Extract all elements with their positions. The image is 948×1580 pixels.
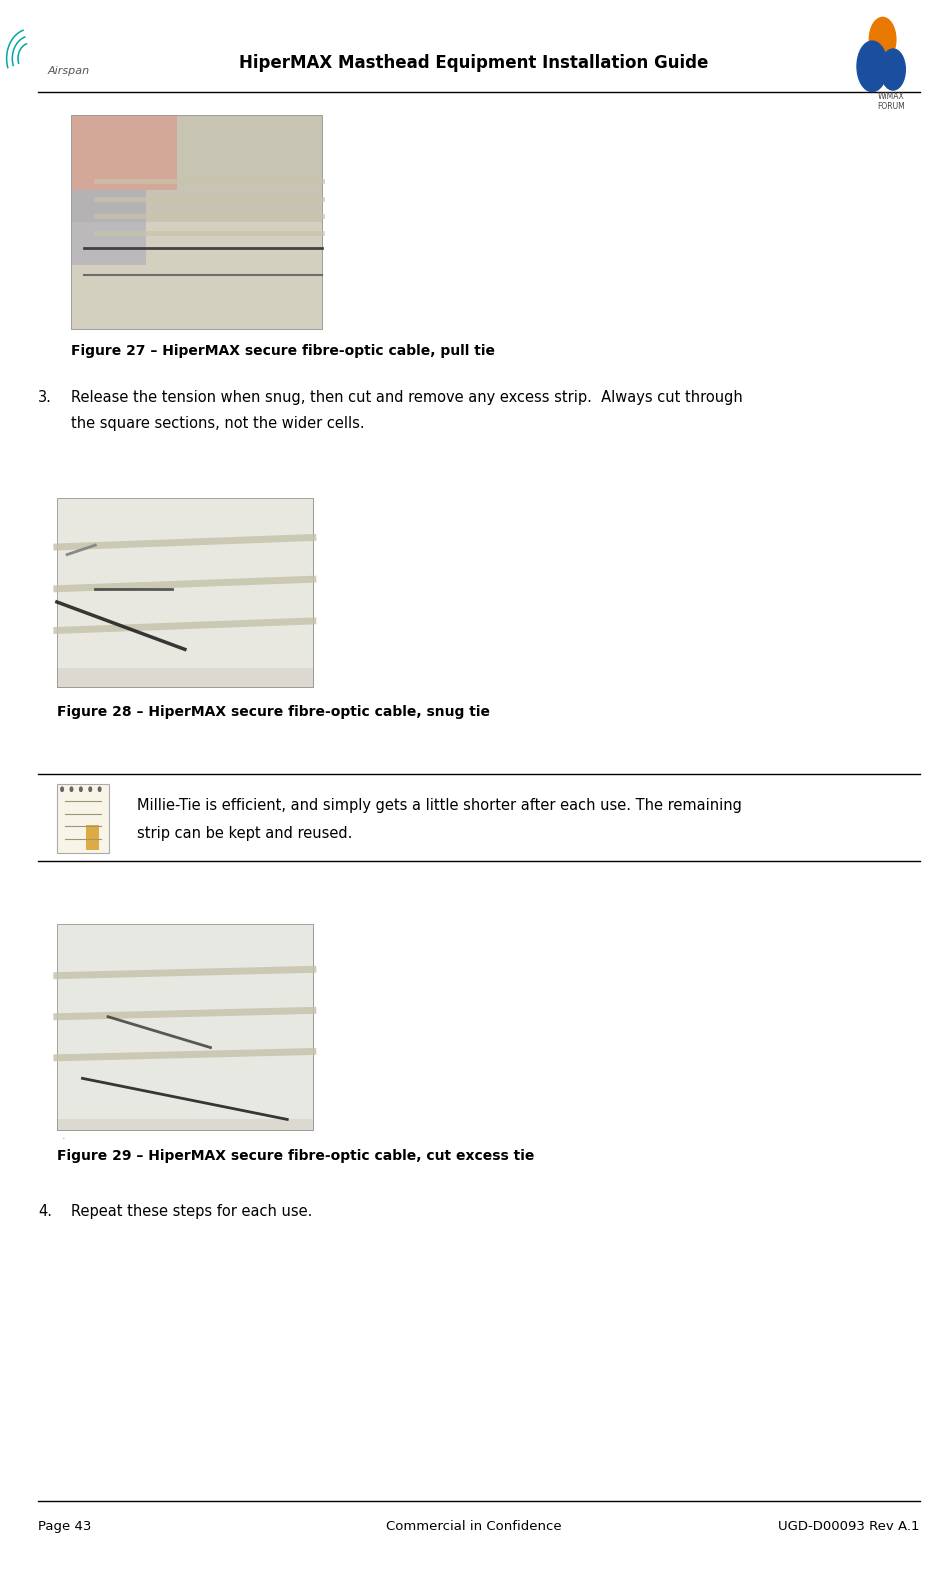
Text: strip can be kept and reused.: strip can be kept and reused. xyxy=(137,826,353,841)
Circle shape xyxy=(70,787,73,792)
Text: 4.: 4. xyxy=(38,1204,52,1218)
Text: Release the tension when snug, then cut and remove any excess strip.  Always cut: Release the tension when snug, then cut … xyxy=(71,390,743,404)
Text: Figure 29 – HiperMAX secure fibre-optic cable, cut excess tie: Figure 29 – HiperMAX secure fibre-optic … xyxy=(57,1149,535,1163)
Bar xyxy=(71,115,176,190)
Text: 3.: 3. xyxy=(38,390,52,404)
Bar xyxy=(57,924,313,1130)
Text: Repeat these steps for each use.: Repeat these steps for each use. xyxy=(71,1204,313,1218)
Text: Figure 28 – HiperMAX secure fibre-optic cable, snug tie: Figure 28 – HiperMAX secure fibre-optic … xyxy=(57,705,490,719)
Bar xyxy=(71,115,322,329)
Text: HiperMAX Masthead Equipment Installation Guide: HiperMAX Masthead Equipment Installation… xyxy=(239,54,709,71)
Text: WiMAX
FORUM: WiMAX FORUM xyxy=(877,92,905,111)
Circle shape xyxy=(80,787,82,792)
Text: the square sections, not the wider cells.: the square sections, not the wider cells… xyxy=(71,416,365,430)
Bar xyxy=(57,924,313,1130)
Bar xyxy=(85,825,99,850)
Text: Figure 27 – HiperMAX secure fibre-optic cable, pull tie: Figure 27 – HiperMAX secure fibre-optic … xyxy=(71,344,495,359)
Bar xyxy=(57,924,313,1119)
Bar xyxy=(71,115,322,221)
Circle shape xyxy=(99,787,100,792)
Circle shape xyxy=(881,49,905,90)
Bar xyxy=(71,190,146,264)
Text: UGD-D00093 Rev A.1: UGD-D00093 Rev A.1 xyxy=(778,1520,920,1533)
Bar xyxy=(57,498,313,687)
Bar xyxy=(71,221,322,329)
Circle shape xyxy=(89,787,92,792)
Circle shape xyxy=(857,41,887,92)
Circle shape xyxy=(869,17,896,62)
Text: Page 43: Page 43 xyxy=(38,1520,91,1533)
Text: Commercial in Confidence: Commercial in Confidence xyxy=(386,1520,562,1533)
Bar xyxy=(57,498,313,668)
Text: Millie-Tie is efficient, and simply gets a little shorter after each use. The re: Millie-Tie is efficient, and simply gets… xyxy=(137,798,742,812)
Text: .: . xyxy=(62,1131,65,1141)
Bar xyxy=(71,115,322,329)
Bar xyxy=(57,498,313,687)
Bar xyxy=(57,784,109,853)
Circle shape xyxy=(61,787,64,792)
Text: Airspan: Airspan xyxy=(47,66,89,76)
